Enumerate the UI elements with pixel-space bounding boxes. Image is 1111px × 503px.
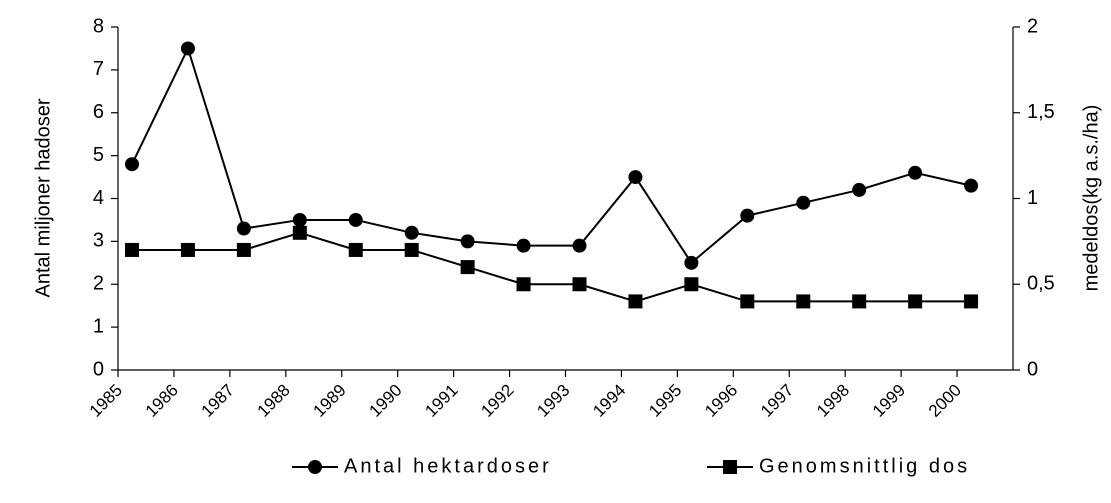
marker (684, 277, 699, 292)
x-tick-label: 1996 (701, 381, 741, 421)
series-line (132, 231, 972, 303)
y2-axis-label: medeldos(kg a.s./ha) (1080, 105, 1102, 292)
y2-tick-label: 1 (1027, 187, 1038, 209)
marker (236, 221, 251, 236)
marker (125, 157, 139, 172)
marker (740, 208, 755, 223)
y-tick-label: 6 (93, 101, 104, 123)
y-tick-label: 4 (93, 187, 104, 209)
y-tick-label: 8 (93, 15, 104, 37)
marker (572, 277, 587, 292)
x-tick-label: 1999 (869, 381, 909, 421)
y-tick-label: 0 (93, 358, 104, 380)
marker (460, 260, 475, 275)
x-tick-label: 1993 (533, 381, 573, 421)
marker (516, 238, 531, 253)
x-tick-label: 1988 (254, 381, 294, 421)
y2-tick-label: 1,5 (1027, 101, 1055, 123)
y-tick-label: 1 (93, 315, 104, 337)
marker (404, 242, 419, 257)
marker (308, 460, 322, 474)
marker (852, 182, 867, 197)
marker (460, 234, 475, 249)
series-line (131, 45, 972, 265)
marker (125, 242, 139, 257)
x-tick-label: 1989 (310, 381, 350, 421)
marker (236, 242, 251, 257)
marker (348, 242, 363, 257)
marker (852, 294, 867, 309)
y-tick-label: 3 (93, 230, 104, 252)
marker (740, 294, 755, 309)
marker (964, 294, 979, 309)
marker (404, 225, 419, 240)
marker (796, 294, 811, 309)
x-tick-label: 1994 (589, 381, 629, 421)
x-tick-label: 1998 (813, 381, 853, 421)
marker (964, 178, 979, 193)
marker (908, 165, 923, 180)
y2-tick-label: 0 (1027, 358, 1038, 380)
x-tick-label: 1992 (477, 381, 517, 421)
x-tick-label: 1991 (421, 381, 461, 421)
x-tick-label: 1985 (86, 381, 126, 421)
marker (516, 277, 531, 292)
legend-label: Genomsnittlig dos (759, 455, 970, 477)
marker (723, 460, 737, 474)
marker (292, 225, 307, 240)
marker (348, 212, 363, 227)
y-tick-label: 7 (93, 58, 104, 80)
x-tick-label: 1987 (198, 381, 238, 421)
marker (628, 294, 643, 309)
y2-tick-label: 2 (1027, 15, 1038, 37)
marker (180, 242, 195, 257)
marker (292, 212, 307, 227)
x-tick-label: 1990 (366, 381, 406, 421)
x-tick-label: 1995 (645, 381, 685, 421)
y-axis-label: Antal miljoner hadoser (32, 98, 54, 297)
x-tick-label: 2000 (925, 381, 965, 421)
y-tick-label: 5 (93, 144, 104, 166)
x-tick-label: 1986 (142, 381, 182, 421)
marker (628, 170, 643, 185)
y2-tick-label: 0,5 (1027, 273, 1055, 295)
legend-label: Antal hektardoser (344, 455, 552, 477)
y-tick-label: 2 (93, 273, 104, 295)
marker (180, 41, 195, 56)
x-tick-label: 1997 (757, 381, 797, 421)
marker (684, 255, 699, 270)
marker (908, 294, 923, 309)
marker (572, 238, 587, 253)
marker (796, 195, 811, 210)
